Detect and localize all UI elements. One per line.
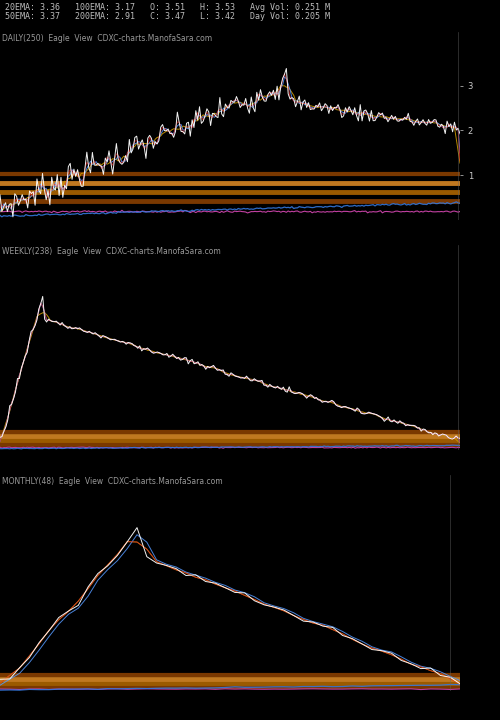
- Text: MONTHLY(48)  Eagle  View  CDXC-charts.ManofaSara.com: MONTHLY(48) Eagle View CDXC-charts.Manof…: [2, 477, 223, 487]
- Text: WEEKLY(238)  Eagle  View  CDXC-charts.ManofaSara.com: WEEKLY(238) Eagle View CDXC-charts.Manof…: [2, 247, 221, 256]
- Text: DAILY(250)  Eagle  View  CDXC-charts.ManofaSara.com: DAILY(250) Eagle View CDXC-charts.Manofa…: [2, 35, 212, 43]
- Text: 20EMA: 3.36   100EMA: 3.17   O: 3.51   H: 3.53   Avg Vol: 0.251 M: 20EMA: 3.36 100EMA: 3.17 O: 3.51 H: 3.53…: [5, 3, 330, 12]
- Text: 50EMA: 3.37   200EMA: 2.91   C: 3.47   L: 3.42   Day Vol: 0.205 M: 50EMA: 3.37 200EMA: 2.91 C: 3.47 L: 3.42…: [5, 12, 330, 21]
